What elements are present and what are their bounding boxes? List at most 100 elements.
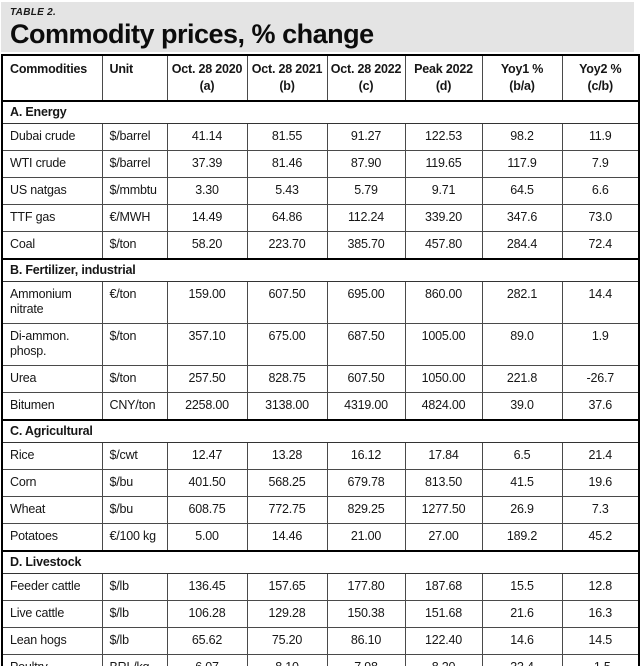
value-cell: -1.5 bbox=[561, 653, 640, 666]
table-row: Lean hogs $/lb 65.62 75.20 86.10 122.40 14.6 14… bbox=[1, 626, 640, 655]
value-cell: 65.62 bbox=[166, 626, 248, 655]
table-row: Di-ammon. phosp. $/ton 357.10 675.00 687.50 1… bbox=[1, 322, 640, 366]
value-cell: 221.8 bbox=[481, 364, 563, 393]
value-cell: 4319.00 bbox=[326, 391, 406, 421]
value-cell: 119.65 bbox=[404, 149, 483, 178]
commodity-cell: US natgas bbox=[1, 176, 103, 205]
value-cell: 16.3 bbox=[561, 599, 640, 628]
commodity-cell: Lean hogs bbox=[1, 626, 103, 655]
table-header: Commodities Unit Oct. 28 2020 (a) Oct. 28… bbox=[1, 54, 640, 102]
value-cell: 2258.00 bbox=[166, 391, 248, 421]
value-cell: 27.00 bbox=[404, 522, 483, 552]
value-cell: 14.4 bbox=[561, 280, 640, 324]
value-cell: 157.65 bbox=[246, 572, 328, 601]
value-cell: 81.46 bbox=[246, 149, 328, 178]
section-row: D. Livestock bbox=[1, 549, 640, 574]
value-cell: 339.20 bbox=[404, 203, 483, 232]
value-cell: 347.6 bbox=[481, 203, 563, 232]
table-row: PoultryBRL/kg6.078.107.988.2033.4-1.5 bbox=[1, 653, 640, 666]
value-cell: 17.84 bbox=[404, 441, 483, 470]
value-cell: 7.3 bbox=[561, 495, 640, 524]
value-cell: 6.07 bbox=[166, 653, 248, 666]
value-cell: 675.00 bbox=[246, 322, 328, 366]
commodity-cell: Dubai crude bbox=[1, 122, 103, 151]
value-cell: 4824.00 bbox=[404, 391, 483, 421]
value-cell: 81.55 bbox=[246, 122, 328, 151]
commodity-cell: Potatoes bbox=[1, 522, 103, 552]
table-row: Ammonium nitrate €/ton 159.00 607.50 695.00 8… bbox=[1, 280, 640, 324]
value-cell: 860.00 bbox=[404, 280, 483, 324]
value-cell: 7.9 bbox=[561, 149, 640, 178]
unit-cell: €/100 kg bbox=[101, 522, 168, 552]
table-row: Live cattle $/lb 106.28 129.28 150.38 151.68 2… bbox=[1, 599, 640, 628]
value-cell: 187.68 bbox=[404, 572, 483, 601]
section-title: D. Livestock bbox=[1, 549, 640, 574]
column-header-oct-28-2022: Oct. 28 2022 (c) bbox=[326, 54, 406, 102]
unit-cell: $/ton bbox=[101, 230, 168, 260]
value-cell: 39.0 bbox=[481, 391, 563, 421]
table-row: Dubai crude $/barrel 41.14 81.55 91.27 122.53… bbox=[1, 122, 640, 151]
value-cell: 41.14 bbox=[166, 122, 248, 151]
value-cell: 284.4 bbox=[481, 230, 563, 260]
table-row: Feeder cattle $/lb 136.45 157.65 177.80 187.6… bbox=[1, 572, 640, 601]
column-header-commodities: Commodities bbox=[1, 54, 103, 102]
table-row: WTI crude $/barrel 37.39 81.46 87.90 119.65 11… bbox=[1, 149, 640, 178]
value-cell: 3138.00 bbox=[246, 391, 328, 421]
column-header-oct-28-2021: Oct. 28 2021 (b) bbox=[246, 54, 328, 102]
value-cell: 19.6 bbox=[561, 468, 640, 497]
value-cell: 21.00 bbox=[326, 522, 406, 552]
commodity-cell: TTF gas bbox=[1, 203, 103, 232]
unit-cell: $/barrel bbox=[101, 149, 168, 178]
value-cell: 257.50 bbox=[166, 364, 248, 393]
value-cell: 112.24 bbox=[326, 203, 406, 232]
value-cell: 813.50 bbox=[404, 468, 483, 497]
table-row: Potatoes €/100 kg 5.00 14.46 21.00 27.00 189.2… bbox=[1, 522, 640, 552]
section-title: C. Agricultural bbox=[1, 418, 640, 443]
commodity-cell: Ammonium nitrate bbox=[1, 280, 103, 324]
unit-cell: $/ton bbox=[101, 322, 168, 366]
commodity-cell: Urea bbox=[1, 364, 103, 393]
page-title: Commodity prices, % change bbox=[10, 19, 374, 49]
value-cell: 106.28 bbox=[166, 599, 248, 628]
value-cell: 401.50 bbox=[166, 468, 248, 497]
value-cell: 11.9 bbox=[561, 122, 640, 151]
value-cell: 8.10 bbox=[246, 653, 328, 666]
value-cell: 91.27 bbox=[326, 122, 406, 151]
unit-cell: $/bu bbox=[101, 468, 168, 497]
value-cell: 89.0 bbox=[481, 322, 563, 366]
table-row: Urea $/ton 257.50 828.75 607.50 1050.00 221.8-… bbox=[1, 364, 640, 393]
value-cell: 607.50 bbox=[326, 364, 406, 393]
value-cell: 37.6 bbox=[561, 391, 640, 421]
value-cell: 1277.50 bbox=[404, 495, 483, 524]
value-cell: -26.7 bbox=[561, 364, 640, 393]
value-cell: 1005.00 bbox=[404, 322, 483, 366]
value-cell: 58.20 bbox=[166, 230, 248, 260]
column-header-yoy2: Yoy2 % (c/b) bbox=[561, 54, 640, 102]
value-cell: 129.28 bbox=[246, 599, 328, 628]
table-row: Corn $/bu 401.50 568.25 679.78 813.50 41.5 19.6 bbox=[1, 468, 640, 497]
value-cell: 64.86 bbox=[246, 203, 328, 232]
value-cell: 189.2 bbox=[481, 522, 563, 552]
unit-cell: BRL/kg bbox=[101, 653, 168, 666]
value-cell: 122.53 bbox=[404, 122, 483, 151]
value-cell: 13.28 bbox=[246, 441, 328, 470]
value-cell: 14.49 bbox=[166, 203, 248, 232]
value-cell: 122.40 bbox=[404, 626, 483, 655]
value-cell: 75.20 bbox=[246, 626, 328, 655]
table-row: Bitumen CNY/ton 2258.00 3138.00 4319.00 4824.… bbox=[1, 391, 640, 421]
column-header-unit: Unit bbox=[101, 54, 168, 102]
value-cell: 679.78 bbox=[326, 468, 406, 497]
value-cell: 687.50 bbox=[326, 322, 406, 366]
value-cell: 457.80 bbox=[404, 230, 483, 260]
unit-cell: €/ton bbox=[101, 280, 168, 324]
commodity-cell: WTI crude bbox=[1, 149, 103, 178]
commodity-cell: Feeder cattle bbox=[1, 572, 103, 601]
value-cell: 41.5 bbox=[481, 468, 563, 497]
commodity-cell: Di-ammon. phosp. bbox=[1, 322, 103, 366]
unit-cell: $/cwt bbox=[101, 441, 168, 470]
value-cell: 5.00 bbox=[166, 522, 248, 552]
value-cell: 21.4 bbox=[561, 441, 640, 470]
value-cell: 1050.00 bbox=[404, 364, 483, 393]
commodity-cell: Live cattle bbox=[1, 599, 103, 628]
